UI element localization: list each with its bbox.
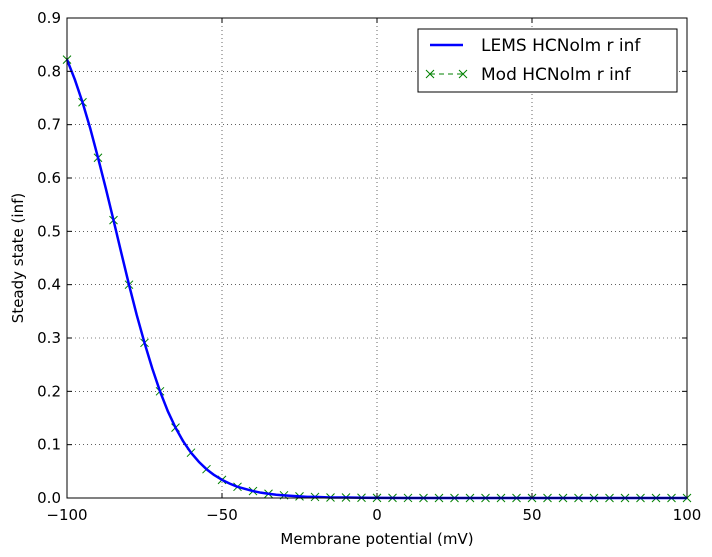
y-tick-label: 0.0 <box>37 489 61 507</box>
y-tick-label: 0.4 <box>37 276 61 294</box>
x-tick-label: −100 <box>46 506 87 524</box>
x-tick-label: 100 <box>673 506 702 524</box>
y-tick-label: 0.9 <box>37 9 61 27</box>
x-tick-label: 0 <box>372 506 382 524</box>
x-tick-label: 50 <box>522 506 541 524</box>
y-tick-label: 0.1 <box>37 436 61 454</box>
x-axis-label: Membrane potential (mV) <box>280 530 473 548</box>
legend-marker-mod-1 <box>425 69 435 79</box>
y-tick-label: 0.5 <box>37 222 61 240</box>
y-tick-label: 0.6 <box>37 169 61 187</box>
legend-box <box>417 28 678 93</box>
y-tick-label: 0.2 <box>37 382 61 400</box>
tick-layer <box>66 17 688 499</box>
y-axis-label: Steady state (inf) <box>9 193 27 323</box>
x-tick-label: −50 <box>206 506 238 524</box>
y-tick-label: 0.8 <box>37 62 61 80</box>
legend: LEMS HCNolm r inf Mod HCNolm r inf <box>417 28 678 93</box>
legend-label-lems: LEMS HCNolm r inf <box>481 36 641 56</box>
legend-marker-mod-2 <box>458 69 468 79</box>
tick-label-layer: −100 −50 0 50 100 0.0 0.1 0.2 0.3 0.4 0.5 0.6 0.7 0.8… <box>37 9 701 524</box>
legend-label-mod: Mod HCNolm r inf <box>481 65 632 85</box>
y-tick-label: 0.3 <box>37 329 61 347</box>
y-tick-label: 0.7 <box>37 116 61 134</box>
